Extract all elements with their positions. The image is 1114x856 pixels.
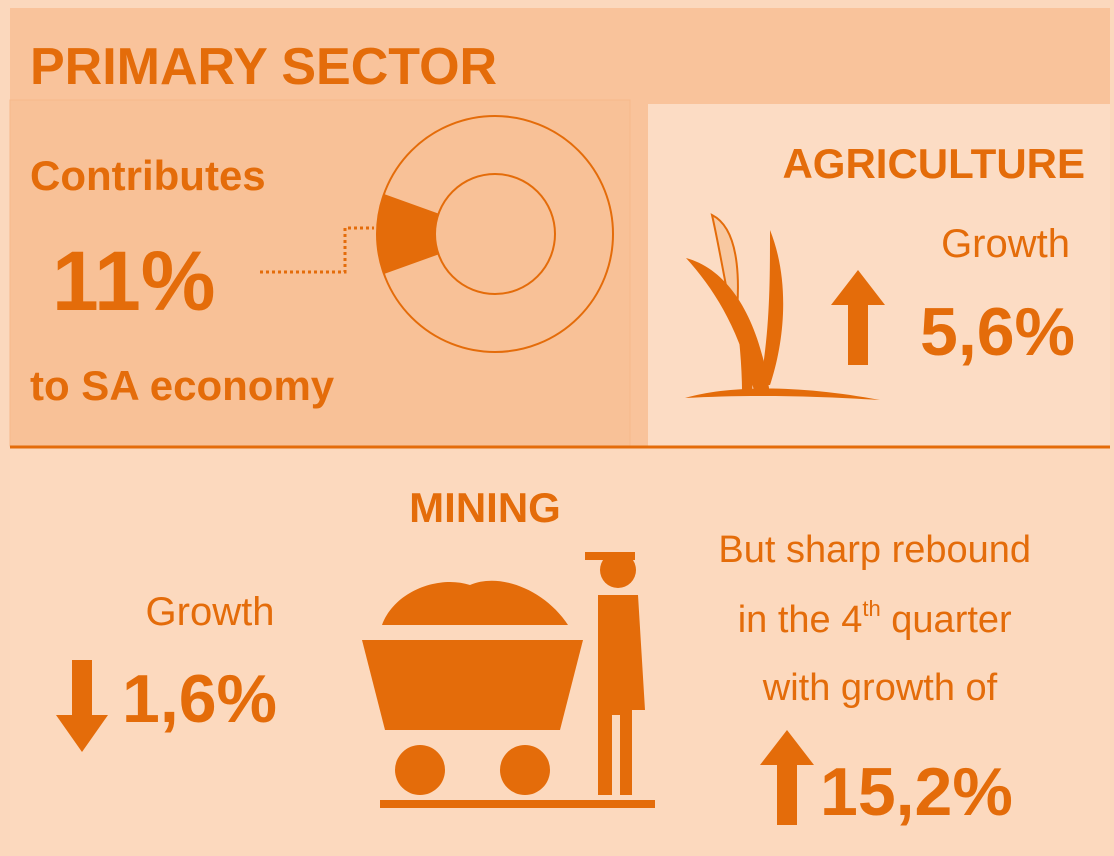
contribution-share: 11% [52, 234, 216, 328]
note-superscript: th [862, 596, 880, 621]
mining-growth-label: Growth [146, 590, 275, 634]
note-line: with growth of [762, 667, 998, 709]
note-line: in the 4th quarter [738, 596, 1012, 641]
mining-growth: 1,6% [122, 661, 277, 737]
rebound-growth: 15,2% [820, 754, 1013, 830]
mining-icon [362, 552, 655, 808]
contribution-intro: Contributes [30, 152, 266, 199]
agriculture-growth-label: Growth [941, 222, 1070, 266]
mining-title: MINING [409, 484, 561, 531]
title: PRIMARY SECTOR [30, 38, 497, 96]
donut-outer [376, 115, 614, 353]
up-arrow [760, 730, 814, 825]
note-text: quarter [881, 599, 1012, 641]
share-slice [377, 194, 439, 274]
down-arrow [56, 660, 108, 752]
up-arrow [831, 270, 885, 365]
note-text: in the 4 [738, 599, 863, 641]
note-line: But sharp rebound [718, 529, 1031, 571]
agriculture-growth: 5,6% [920, 294, 1075, 370]
agriculture-title: AGRICULTURE [782, 140, 1085, 187]
leader-line [260, 226, 374, 274]
rebound-note: But sharp rebound in the 4th quarter wit… [718, 529, 1041, 709]
contribution-outro: to SA economy [30, 362, 335, 409]
corn-icon [685, 213, 880, 400]
